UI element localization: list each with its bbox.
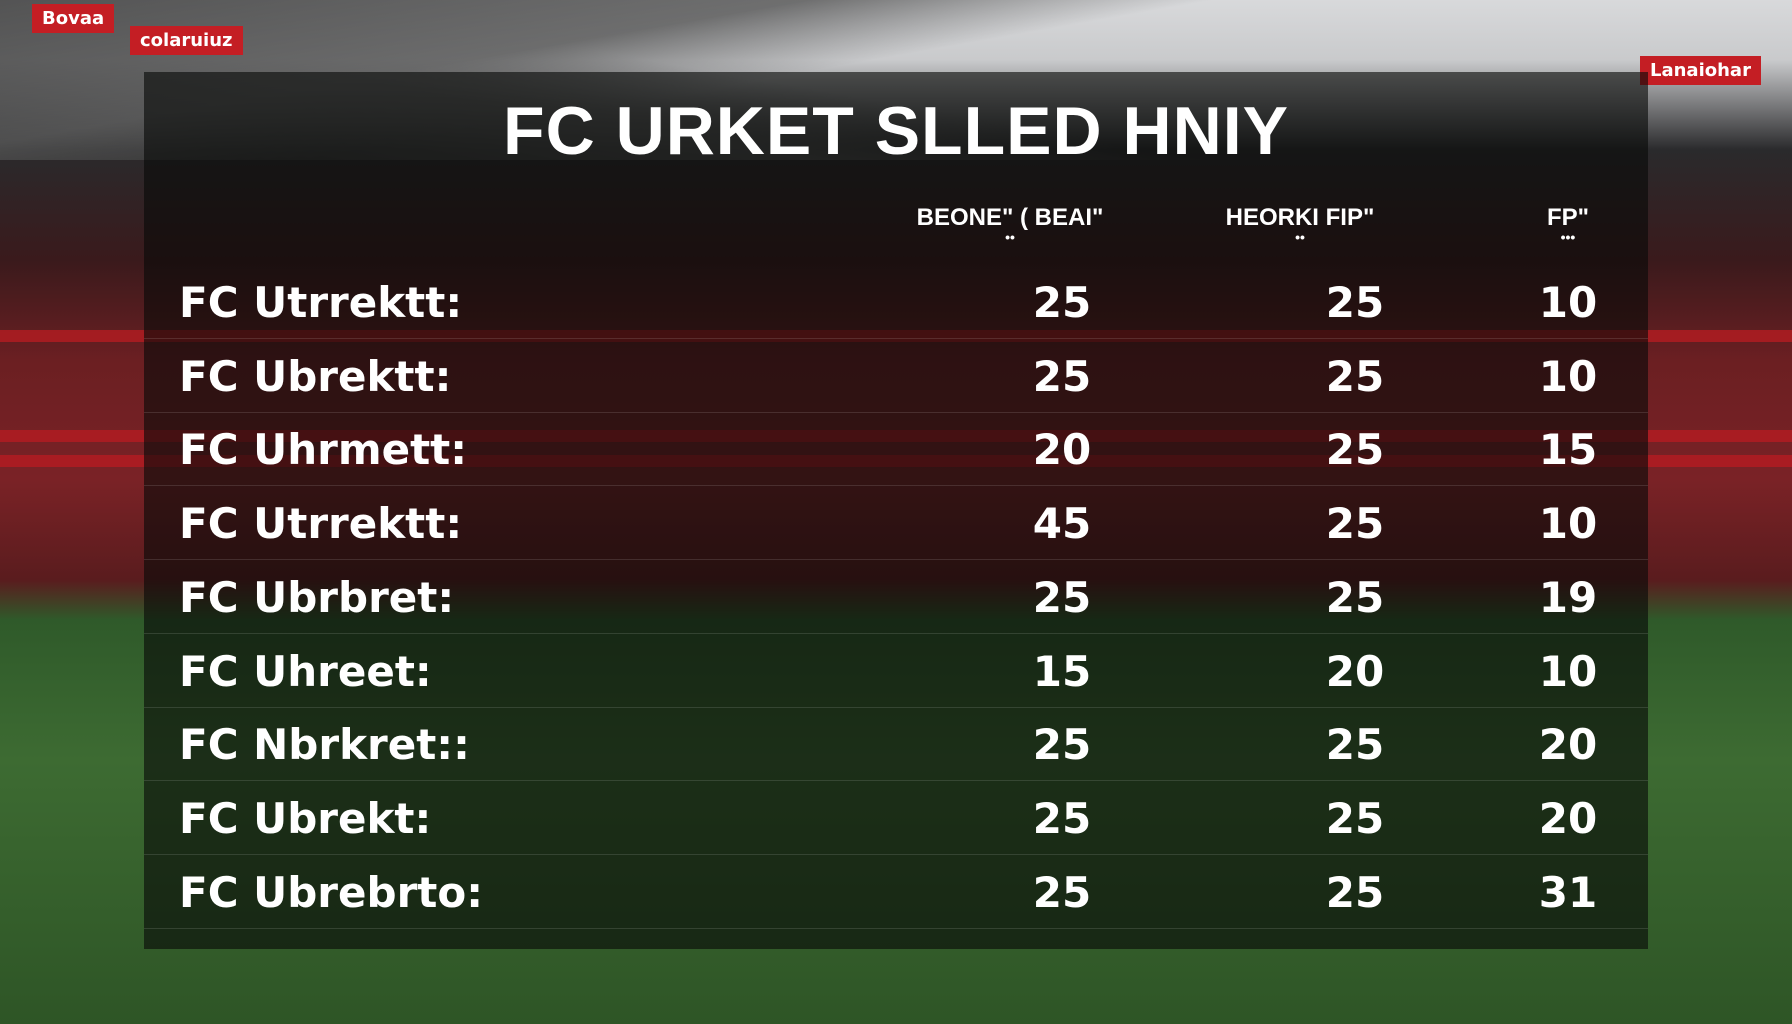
cell-value: 10 — [1538, 646, 1598, 696]
cell-value: 19 — [1538, 572, 1598, 622]
column-header: FP" ••• — [1546, 204, 1590, 245]
cell-value: 10 — [1538, 351, 1598, 401]
cell-value: 25 — [1325, 499, 1385, 549]
column-header: HEORKI FIP" •• — [1225, 204, 1375, 245]
team-name: FC Nbrkret:: — [179, 720, 470, 770]
cell-value: 25 — [1032, 867, 1092, 917]
cell-value: 25 — [1325, 867, 1385, 917]
ad-banner: Lanaiohar — [1640, 56, 1761, 85]
team-name: FC Utrrektt: — [179, 499, 463, 549]
table-row: FC Ubrebrto: 25 25 31 — [144, 854, 1648, 929]
column-header-sub: •• — [1005, 229, 1015, 245]
column-header-label: HEORKI FIP" — [1225, 204, 1375, 231]
column-header-sub: •• — [1295, 229, 1305, 245]
column-header: BEONE" ( BEAI" •• — [916, 204, 1104, 245]
team-name: FC Ubrektt: — [179, 351, 452, 401]
table-row: FC Uhrmett: 20 25 15 — [144, 411, 1648, 487]
page-title: FC URKET SLLED HNIY — [503, 93, 1289, 169]
column-header-label: FP" — [1546, 204, 1590, 231]
cell-value: 45 — [1032, 499, 1092, 549]
team-name: FC Ubrekt: — [179, 793, 432, 843]
team-name: FC Uhrmett: — [179, 425, 468, 475]
team-name: FC Utrrektt: — [179, 278, 463, 327]
cell-value: 25 — [1032, 278, 1092, 327]
cell-value: 10 — [1538, 278, 1598, 327]
column-header-label: BEONE" ( BEAI" — [916, 204, 1104, 231]
cell-value: 20 — [1538, 720, 1598, 770]
ad-banner: Bovaa — [32, 4, 115, 33]
table-row: FC Uhreet: 15 20 10 — [144, 633, 1648, 708]
cell-value: 25 — [1325, 720, 1385, 770]
cell-value: 10 — [1538, 499, 1598, 549]
cell-value: 20 — [1325, 646, 1385, 696]
standings-panel — [144, 72, 1648, 949]
team-name: FC Ubrbret: — [179, 572, 455, 622]
table-row: FC Ubrektt: 25 25 10 — [144, 338, 1648, 413]
cell-value: 25 — [1032, 793, 1092, 843]
cell-value: 25 — [1325, 278, 1385, 327]
cell-value: 25 — [1325, 793, 1385, 843]
table-row: FC Nbrkret:: 25 25 20 — [144, 706, 1648, 782]
cell-value: 25 — [1032, 351, 1092, 401]
cell-value: 25 — [1325, 351, 1385, 401]
cell-value: 25 — [1325, 425, 1385, 475]
ad-banner: colaruiuz — [130, 26, 243, 55]
cell-value: 20 — [1032, 425, 1092, 475]
table-row: FC Utrrektt: 45 25 10 — [144, 485, 1648, 561]
table-row: FC Ubrekt: 25 25 20 — [144, 780, 1648, 855]
team-name: FC Uhreet: — [179, 646, 432, 696]
team-name: FC Ubrebrto: — [179, 867, 484, 917]
cell-value: 31 — [1538, 867, 1598, 917]
cell-value: 15 — [1538, 425, 1598, 475]
table-row: FC Utrrektt: 25 25 10 — [144, 264, 1648, 339]
cell-value: 25 — [1032, 572, 1092, 622]
cell-value: 25 — [1325, 572, 1385, 622]
cell-value: 20 — [1538, 793, 1598, 843]
cell-value: 15 — [1032, 646, 1092, 696]
column-header-sub: ••• — [1560, 229, 1576, 245]
table-row: FC Ubrbret: 25 25 19 — [144, 559, 1648, 634]
cell-value: 25 — [1032, 720, 1092, 770]
